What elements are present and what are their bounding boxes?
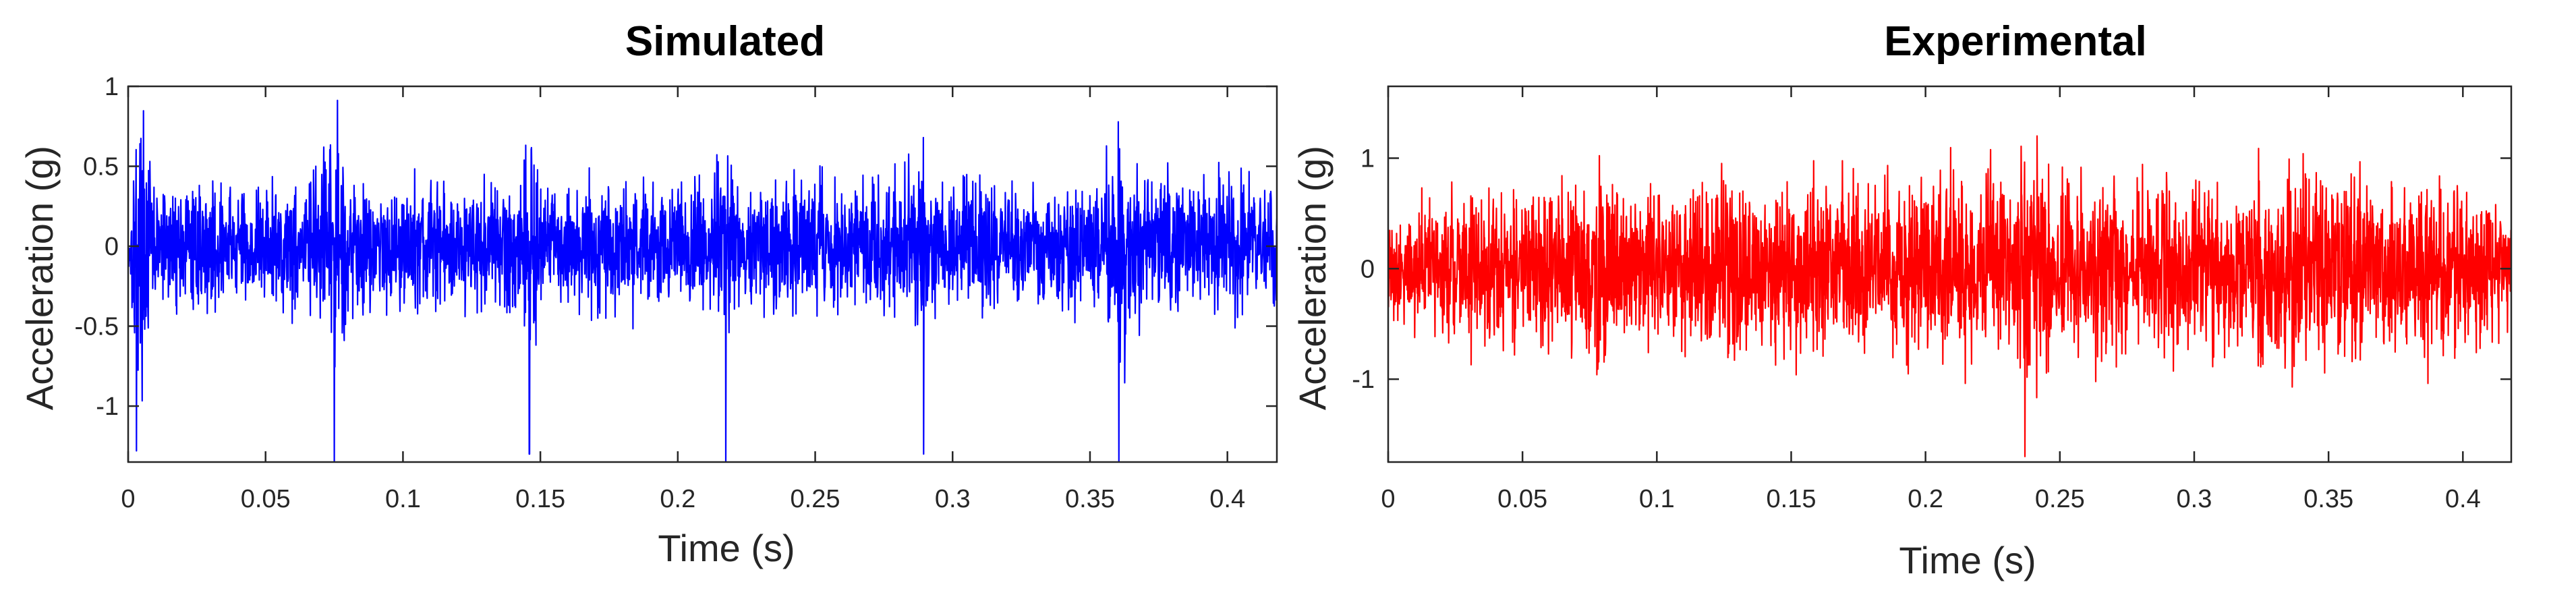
x-tick-label: 0.35 xyxy=(2303,485,2353,513)
x-tick-label: 0 xyxy=(1381,485,1395,513)
x-tick-label: 0.25 xyxy=(791,485,840,513)
chart-simulated: Simulated 0 0.05 0.1 0.15 0.2 0.25 0.3 0.35 0.4 -… xyxy=(18,18,1278,569)
axis-ticks: 0 0.05 0.1 0.15 0.2 0.25 0.3 0.35 0.4 -1 -0.5 0 0.5 1 xyxy=(75,73,1277,513)
x-axis-label: Time (s) xyxy=(658,527,795,569)
x-tick-label: 0.2 xyxy=(660,485,695,513)
axes-frame xyxy=(1387,85,2513,463)
series-line xyxy=(1388,135,2511,457)
axis-ticks: 0 0.05 0.1 0.15 0.2 0.25 0.3 0.35 0.4 -1 0 1 xyxy=(1352,86,2511,513)
x-tick-label: 0.25 xyxy=(2035,485,2085,513)
chart-title: Simulated xyxy=(625,18,825,65)
plot-area xyxy=(128,99,1277,462)
x-tick-label: 0 xyxy=(121,485,135,513)
chart-title: Experimental xyxy=(1884,18,2146,65)
chart-experimental: Experimental 0 0.05 0.1 0.15 0.2 0.25 0.3 0.35 0… xyxy=(1291,18,2513,581)
x-tick-label: 0.05 xyxy=(1497,485,1547,513)
x-tick-label: 0.15 xyxy=(1767,485,1816,513)
x-tick-label: 0.3 xyxy=(935,485,971,513)
x-tick-label: 0.35 xyxy=(1065,485,1115,513)
x-tick-label: 0.1 xyxy=(1639,485,1675,513)
y-tick-label: 1 xyxy=(105,73,119,101)
y-tick-label: -1 xyxy=(96,393,119,421)
y-tick-label: 0 xyxy=(1361,255,1375,283)
x-tick-label: 0.05 xyxy=(241,485,291,513)
y-axis-label: Acceleration (g) xyxy=(1291,146,1334,410)
axes-frame xyxy=(127,85,1278,463)
x-axis-label: Time (s) xyxy=(1899,539,2036,581)
series-line xyxy=(128,99,1277,462)
plot-area xyxy=(1388,135,2511,457)
y-axis-label: Acceleration (g) xyxy=(18,146,61,410)
y-tick-label: 1 xyxy=(1361,144,1375,173)
y-tick-label: 0.5 xyxy=(83,153,119,181)
x-tick-label: 0.4 xyxy=(1209,485,1245,513)
x-tick-label: 0.15 xyxy=(515,485,565,513)
y-tick-label: 0 xyxy=(105,233,119,261)
x-tick-label: 0.1 xyxy=(385,485,421,513)
x-tick-label: 0.2 xyxy=(1908,485,1943,513)
x-tick-label: 0.4 xyxy=(2445,485,2481,513)
y-tick-label: -1 xyxy=(1352,366,1375,394)
x-tick-label: 0.3 xyxy=(2177,485,2212,513)
y-tick-label: -0.5 xyxy=(75,313,119,341)
